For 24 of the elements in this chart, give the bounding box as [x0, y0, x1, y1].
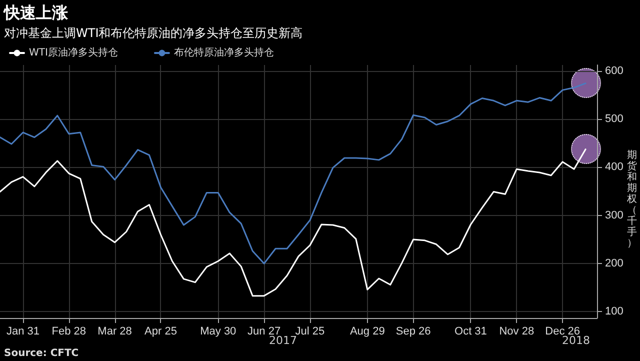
x-tick-label: May 30	[200, 326, 236, 338]
source-note: Source: CFTC	[4, 348, 79, 359]
x-tick-label: Apr 25	[144, 326, 177, 338]
y-tick-label: 500	[605, 112, 624, 125]
text: 2018	[562, 334, 590, 347]
y-tick-label: 200	[605, 258, 624, 270]
x-tick-label: Oct 31	[454, 326, 487, 338]
x-tick-label: Jul 25	[295, 326, 325, 338]
x-tick-label: Jan 31	[6, 326, 40, 338]
legend-label: 布伦特原油净多头持仓	[174, 46, 274, 58]
text: 期货和期权（千手）	[627, 150, 637, 249]
chart-subtitle: 对冲基金上调WTI和布伦特原油的净多头持仓至历史新高	[4, 25, 303, 42]
x-tick-label: Feb 28	[52, 326, 86, 338]
y-tick-label: 100	[605, 306, 624, 318]
x-tick-label: Aug 29	[350, 326, 385, 338]
y-tick-label: 300	[605, 209, 624, 222]
y-tick-label: 400	[605, 161, 624, 174]
x-tick-label: Mar 28	[98, 326, 132, 338]
chart-title: 快速上涨	[4, 3, 68, 24]
text: 2017	[269, 334, 297, 347]
y-tick-label: 600	[605, 64, 624, 77]
legend-label: WTI原油净多头持仓	[29, 46, 118, 58]
x-tick-label: Nov 28	[499, 326, 534, 338]
x-tick-label: Sep 26	[396, 326, 431, 338]
